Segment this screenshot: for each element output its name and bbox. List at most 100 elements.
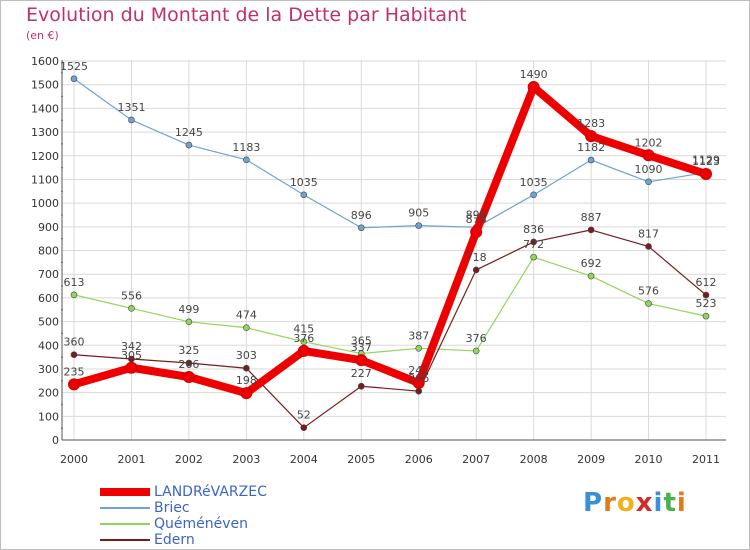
legend-label-edern: Edern	[154, 532, 195, 548]
data-label: 499	[178, 303, 199, 316]
y-tick-label: 1200	[31, 150, 59, 163]
x-tick-label: 2007	[462, 453, 490, 466]
x-tick-label: 2009	[577, 453, 605, 466]
logo-letter: t	[663, 488, 677, 518]
data-point	[357, 224, 365, 232]
y-tick-label: 1400	[31, 102, 59, 115]
data-label: 1525	[60, 60, 88, 73]
legend-item-quemeneven: Quéménéven	[100, 516, 267, 532]
y-tick-label: 0	[52, 434, 59, 447]
y-tick-label: 1100	[31, 173, 59, 186]
chart-subtitle: (en €)	[26, 29, 59, 42]
data-point	[185, 141, 193, 149]
series-line	[73, 229, 707, 429]
legend-swatch-briec	[100, 507, 150, 509]
data-label: 887	[581, 211, 602, 224]
data-point	[530, 191, 537, 199]
data-label: 52	[297, 409, 311, 422]
data-label: 523	[696, 297, 717, 310]
data-point	[527, 81, 540, 94]
data-point	[297, 344, 310, 357]
data-label: 305	[121, 349, 142, 362]
data-point	[70, 291, 78, 299]
data-point	[70, 75, 78, 83]
x-tick-label: 2008	[520, 453, 548, 466]
data-label: 198	[236, 374, 257, 387]
x-tick-label: 2001	[117, 453, 145, 466]
y-tick-label: 700	[38, 268, 59, 281]
x-tick-label: 2003	[232, 453, 260, 466]
data-label: 576	[638, 285, 659, 298]
legend-item-landrevarzec: LANDRéVARZEC	[100, 484, 267, 500]
data-label: 474	[236, 309, 257, 322]
data-label: 905	[408, 207, 429, 220]
y-tick-label: 600	[38, 292, 59, 305]
y-tick-label: 1300	[31, 126, 59, 139]
data-point	[128, 116, 135, 124]
data-point	[357, 382, 365, 390]
legend-swatch-quemeneven	[100, 523, 150, 525]
data-point	[243, 156, 250, 164]
x-tick-label: 2005	[347, 453, 375, 466]
data-label: 612	[696, 276, 717, 289]
data-label: 206	[408, 372, 429, 385]
y-tick-label: 500	[38, 316, 59, 329]
legend-label-briec: Briec	[154, 500, 190, 516]
data-point	[415, 222, 423, 229]
data-point	[412, 376, 425, 389]
data-label: 1283	[577, 117, 605, 130]
data-label: 1351	[117, 101, 145, 114]
legend-label-landrevarzec: LANDRéVARZEC	[154, 484, 267, 500]
data-label: 325	[178, 344, 199, 357]
y-tick-label: 100	[38, 410, 59, 423]
logo-letter: P	[583, 488, 604, 518]
data-point	[472, 347, 480, 355]
data-label: 365	[351, 335, 372, 348]
data-point	[355, 354, 368, 367]
data-label: 415	[293, 323, 314, 336]
chart-title: Evolution du Montant de la Dette par Hab…	[26, 4, 467, 26]
data-point	[702, 291, 710, 299]
data-point	[70, 351, 78, 359]
logo-letter: x	[635, 488, 654, 518]
x-tick-label: 2000	[60, 453, 88, 466]
data-point	[472, 266, 480, 274]
series-line	[73, 256, 707, 355]
x-tick-label: 2006	[405, 453, 433, 466]
data-label: 1035	[520, 176, 548, 189]
data-label: 1245	[175, 126, 203, 139]
data-point	[530, 238, 537, 246]
legend-item-briec: Briec	[100, 500, 267, 516]
data-point	[415, 345, 423, 352]
data-label: 1202	[635, 136, 663, 149]
data-point	[645, 243, 652, 250]
x-tick-label: 2004	[290, 453, 318, 466]
data-point	[530, 253, 537, 261]
data-label: 1035	[290, 176, 318, 189]
data-point	[68, 378, 80, 391]
data-label: 1090	[635, 163, 663, 176]
data-point	[645, 178, 652, 186]
legend-item-edern: Edern	[100, 532, 267, 548]
data-label: 337	[351, 341, 372, 354]
data-label: 1490	[520, 68, 548, 81]
logo-letter: r	[603, 488, 617, 518]
x-tick-label: 2011	[692, 453, 720, 466]
data-label: 613	[64, 276, 85, 289]
data-point	[415, 387, 423, 395]
data-label: 387	[408, 329, 429, 342]
data-point	[185, 318, 193, 326]
data-label: 303	[236, 349, 257, 362]
data-label: 817	[638, 227, 659, 240]
data-point	[587, 226, 595, 234]
data-point	[185, 359, 193, 367]
data-point	[702, 312, 710, 320]
y-tick-label: 200	[38, 387, 59, 400]
y-tick-label: 1000	[31, 197, 59, 210]
data-point	[300, 338, 308, 345]
data-label: 1129	[692, 154, 720, 167]
logo-letter: o	[616, 488, 636, 518]
y-tick-label: 400	[38, 339, 59, 352]
data-label: 718	[466, 251, 487, 264]
